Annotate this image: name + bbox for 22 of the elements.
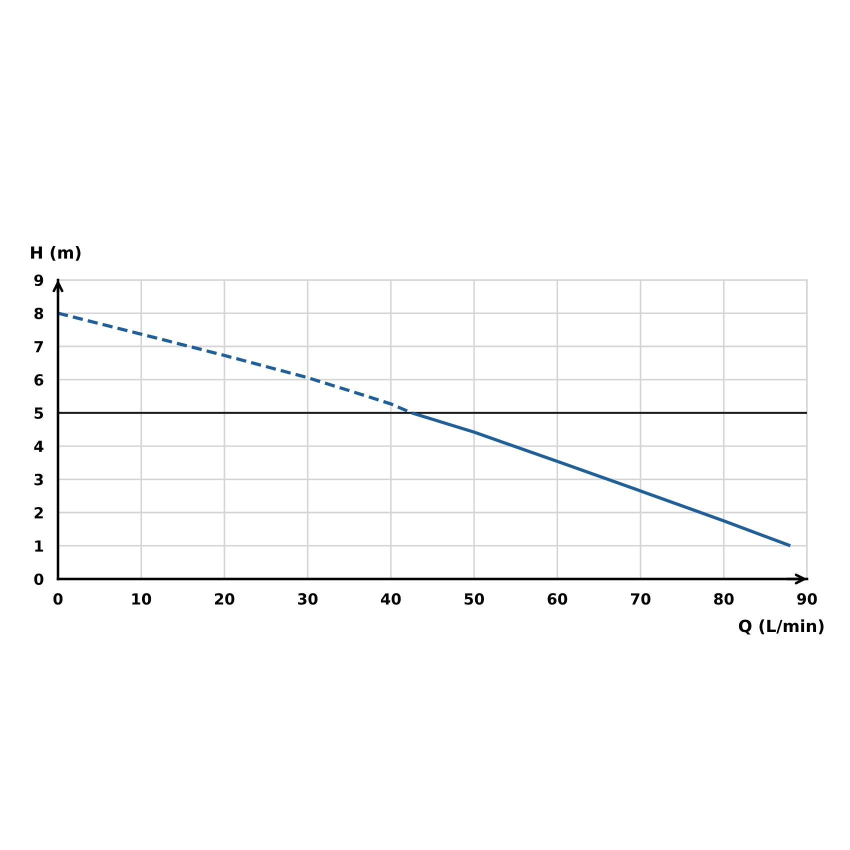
x-tick-label: 30 [298,593,318,605]
y-axis-title: H (m) [31,246,80,261]
y-tick-label: 8 [34,308,44,320]
y-tick-label: 4 [34,440,44,452]
x-tick-label: 0 [53,593,63,605]
x-tick-label: 90 [797,593,817,605]
x-tick-label: 60 [548,593,568,605]
y-tick-label: 0 [34,573,44,586]
y-tick-label: 9 [34,274,44,286]
x-axis-title: Q (L/min) [738,619,824,634]
y-tick-label: 1 [35,540,44,552]
y-tick-label: 6 [34,374,44,386]
x-tick-label: 10 [132,593,152,605]
x-tick-label: 20 [215,593,234,605]
y-tick-label: 7 [34,341,43,352]
y-tick-label: 2 [34,507,43,518]
x-tick-label: 70 [630,593,650,605]
x-tick-label: 50 [464,593,484,605]
x-tick-label: 40 [380,593,401,605]
x-tick-label: 80 [714,593,734,605]
y-tick-label: 5 [34,408,44,419]
y-tick-label: 3 [34,474,43,486]
